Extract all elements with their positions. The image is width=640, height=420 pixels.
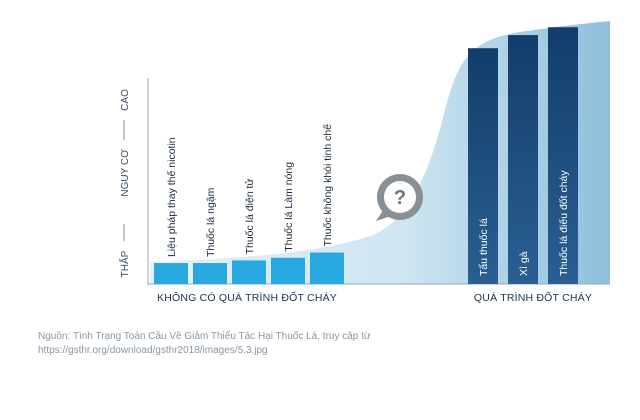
bar-label-combustion-2: Thuốc lá điếu đốt cháy bbox=[558, 170, 570, 276]
bar-non-combustion-1 bbox=[193, 263, 227, 284]
group-label-no-combustion: KHÔNG CÓ QUÁ TRÌNH ĐỐT CHÁY bbox=[157, 290, 337, 304]
bars-layer: Liệu pháp thay thế nicotin Thuốc lá ngậm T… bbox=[154, 27, 578, 285]
question-speech-bubble-icon: ? bbox=[376, 174, 423, 221]
bar-label-non-combustion-2: Thuốc lá điện tử bbox=[244, 179, 256, 255]
bar-label-combustion-1: Xì gà bbox=[518, 251, 530, 276]
icon-bubble-tail bbox=[376, 209, 394, 221]
bar-label-non-combustion-1: Thuốc lá ngậm bbox=[205, 187, 217, 257]
bar-combustion-2 bbox=[548, 27, 578, 285]
bar-non-combustion-4 bbox=[310, 252, 344, 284]
bar-non-combustion-2 bbox=[232, 260, 266, 284]
bar-non-combustion-0 bbox=[154, 263, 188, 284]
risk-curve-area bbox=[150, 21, 610, 284]
y-axis-middle-label: NGUY CƠ bbox=[120, 149, 131, 197]
y-axis-low-label: THẤP bbox=[118, 250, 131, 277]
bar-label-combustion-0: Tẩu thuốc lá bbox=[478, 218, 490, 276]
source-line-2: https://gsthr.org/download/gsthr2018/ima… bbox=[38, 345, 268, 356]
y-axis-labels: THẤP NGUY CƠ CAO bbox=[118, 89, 131, 277]
source-note: Nguồn: Tình Trạng Toàn Cầu Về Giảm Thiểu… bbox=[38, 330, 378, 358]
bar-label-non-combustion-3: Thuốc lá Làm nóng bbox=[283, 162, 295, 252]
group-label-combustion: QUÁ TRÌNH ĐỐT CHÁY bbox=[474, 290, 592, 304]
bar-combustion-0 bbox=[468, 48, 498, 285]
icon-question-mark: ? bbox=[394, 187, 406, 209]
y-axis-high-label: CAO bbox=[120, 89, 131, 111]
bar-label-non-combustion-0: Liệu pháp thay thế nicotin bbox=[166, 137, 178, 257]
bar-combustion-1 bbox=[508, 35, 538, 284]
bar-non-combustion-3 bbox=[271, 257, 305, 284]
bar-label-non-combustion-4: Thuốc không khói tinh chế bbox=[322, 124, 334, 247]
source-line-1: Nguồn: Tình Trạng Toàn Cầu Về Giảm Thiểu… bbox=[38, 331, 371, 342]
icon-bubble-inner bbox=[384, 181, 416, 213]
